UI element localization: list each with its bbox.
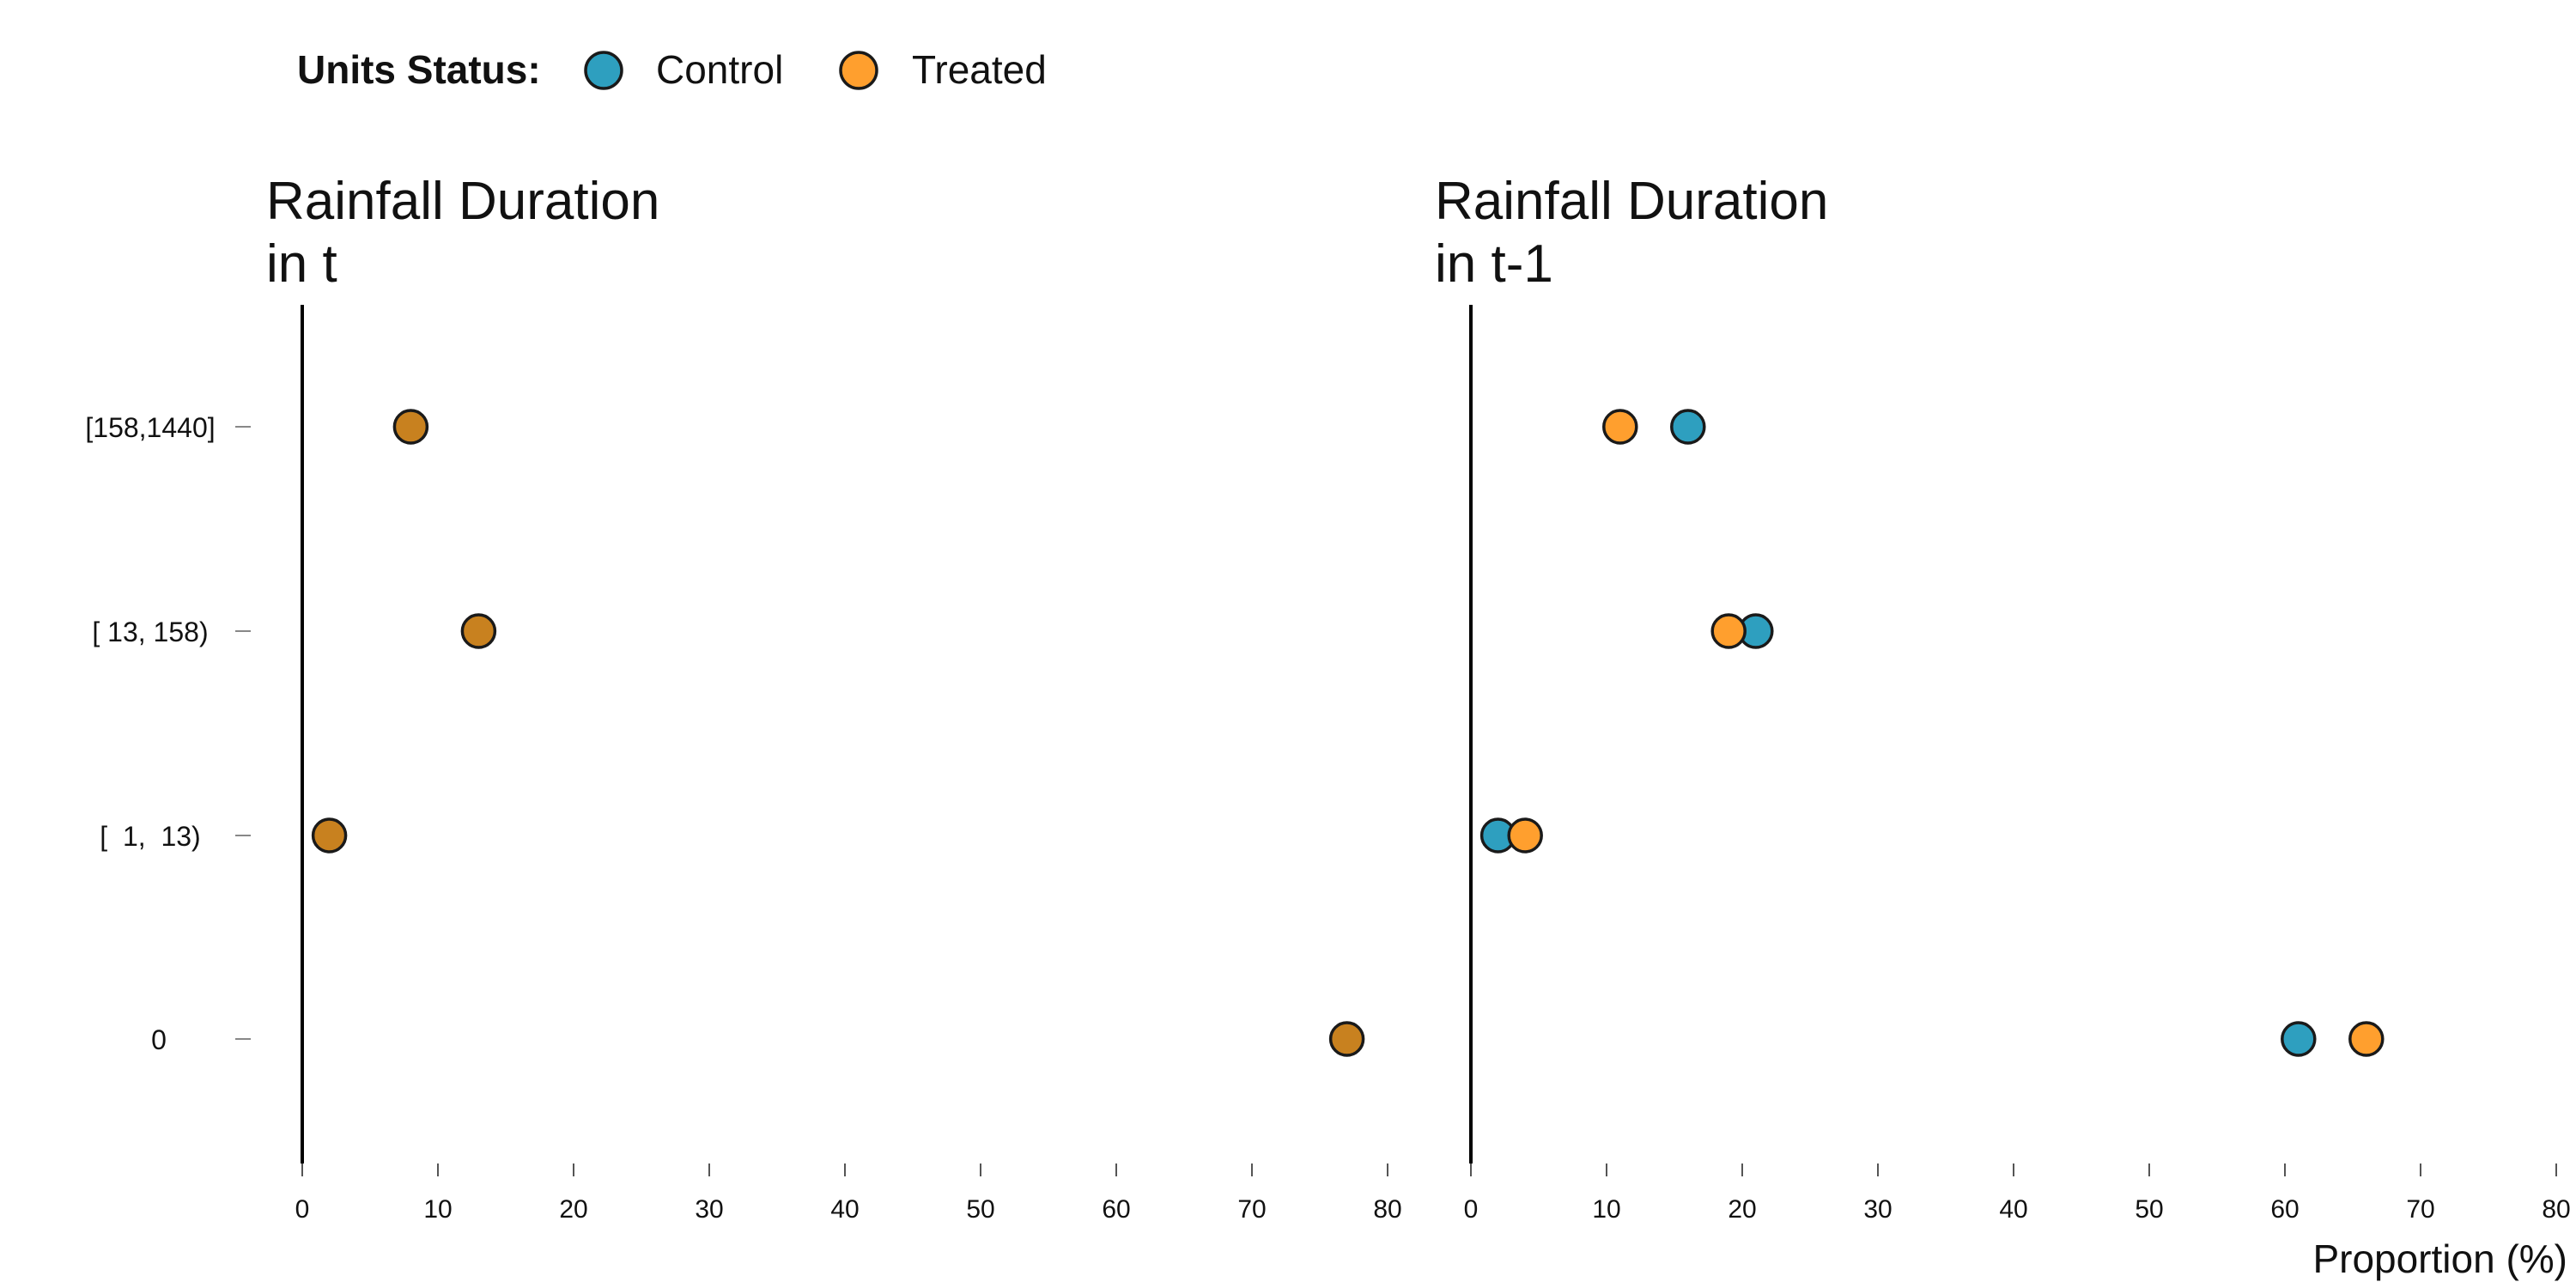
x-tick-label: 50: [2135, 1195, 2163, 1224]
x-tick-label: 40: [830, 1195, 859, 1224]
x-tick-label: 80: [2542, 1195, 2570, 1224]
legend-swatch-treated: [839, 51, 878, 90]
data-point-treated: [1507, 817, 1543, 854]
x-tick-label: 60: [1102, 1195, 1130, 1224]
data-point-control: [2281, 1021, 2317, 1057]
x-tick-label: 10: [423, 1195, 452, 1224]
y-tick-label: [158,1440]: [85, 412, 215, 443]
panel-1-title-line-2: in t: [266, 234, 337, 294]
x-tick-label: 70: [1237, 1195, 1266, 1224]
data-point-treated: [1602, 409, 1638, 445]
data-point-treated: [2348, 1021, 2385, 1057]
x-tick-label: 70: [2406, 1195, 2434, 1224]
x-tick-label: 20: [559, 1195, 587, 1224]
data-point-control: [1670, 409, 1706, 445]
data-point-overlap: [311, 817, 348, 854]
data-point-overlap: [392, 409, 429, 445]
x-tick-label: 20: [1728, 1195, 1756, 1224]
x-tick-label: 0: [1464, 1195, 1479, 1224]
legend-label-treated: Treated: [912, 47, 1047, 92]
y-tick-label: [ 13, 158): [92, 617, 208, 647]
x-tick-label: 40: [1999, 1195, 2027, 1224]
data-point-overlap: [1328, 1021, 1365, 1057]
x-tick-label: 10: [1592, 1195, 1620, 1224]
y-tick-label: [ 1, 13): [100, 821, 200, 852]
panel-2-title-line-2: in t-1: [1435, 234, 1553, 294]
y-tick-label: 0: [151, 1024, 167, 1055]
x-tick-label: 80: [1373, 1195, 1401, 1224]
x-tick-label: 30: [695, 1195, 723, 1224]
x-axis-title: Proportion (%): [2312, 1236, 2567, 1281]
legend-title: Units Status:: [297, 47, 541, 92]
legend-label-control: Control: [656, 47, 783, 92]
y-axis: [158,1440] [ 13, 158) [ 1, 13) 0: [85, 412, 251, 1055]
panel-1-title-line-1: Rainfall Duration: [266, 172, 659, 231]
x-tick-label: 60: [2270, 1195, 2299, 1224]
legend-swatch-control: [584, 51, 623, 90]
legend: Units Status: Control Treated: [297, 47, 1047, 92]
x-tick-label: 50: [966, 1195, 994, 1224]
chart-marks: 0 10 20 30 40 50 60 70 80 0 10 20 30 40 50 60 70 80: [295, 409, 2571, 1224]
data-point-overlap: [460, 613, 497, 649]
x-tick-label: 0: [295, 1195, 310, 1224]
panel-2-title-line-1: Rainfall Duration: [1435, 172, 1828, 231]
x-tick-label: 30: [1863, 1195, 1892, 1224]
data-point-treated: [1710, 613, 1747, 649]
